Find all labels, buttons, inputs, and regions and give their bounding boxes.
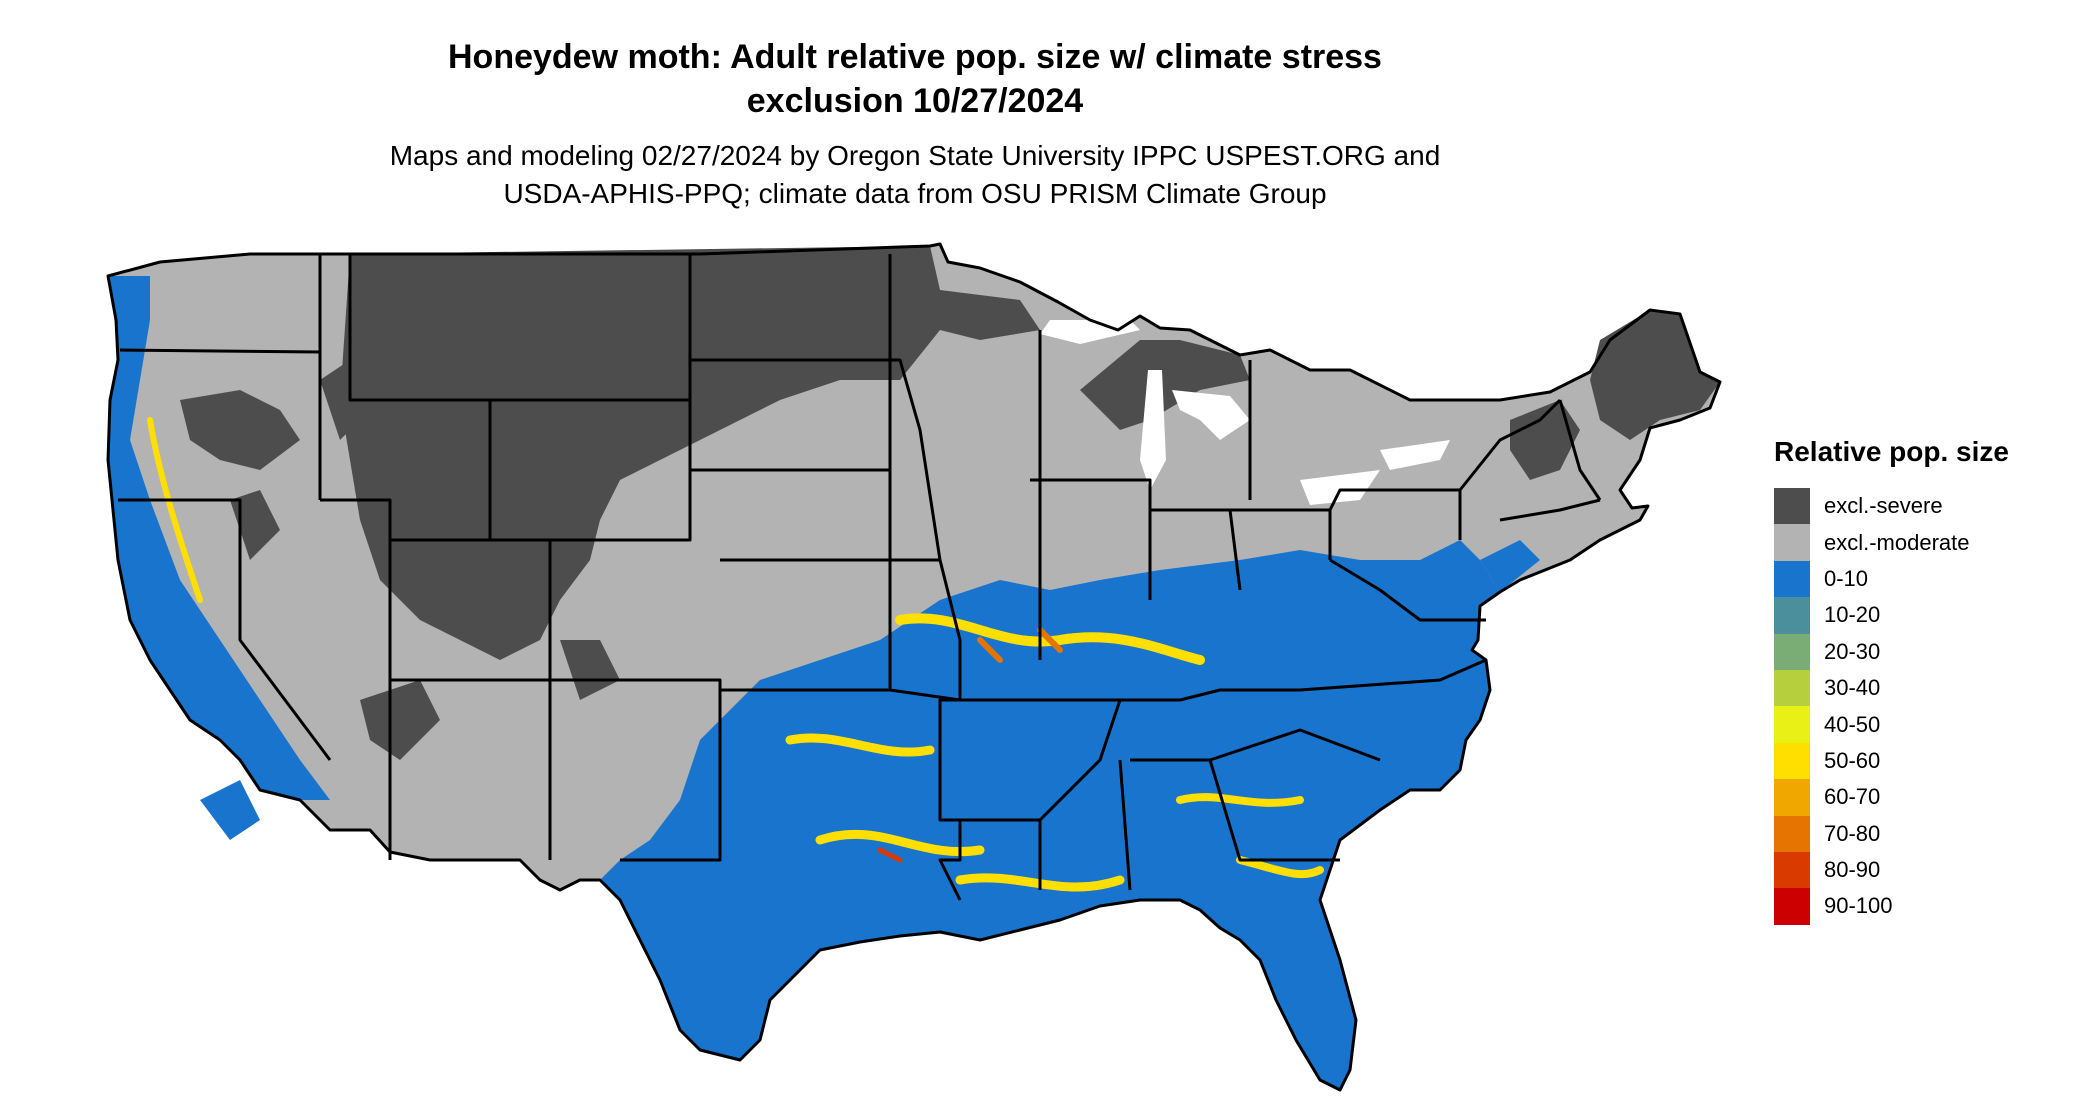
legend-swatch [1774, 560, 1810, 598]
legend-label: 30-40 [1824, 675, 1881, 701]
legend-label: 70-80 [1824, 820, 1881, 846]
great-lakes [1040, 320, 1450, 505]
suitable-habitat-0-10 [108, 276, 1540, 1090]
legend-item: 60-70 [1774, 779, 2009, 816]
legend-swatch [1774, 779, 1810, 816]
legend-items: excl.-severe excl.-moderate 0-10 10-20 20-30… [1774, 488, 2009, 925]
legend-swatch [1774, 488, 1810, 525]
map-subtitle-line-1: Maps and modeling 02/27/2024 by Oregon S… [389, 140, 1441, 171]
legend-item: 30-40 [1774, 669, 2009, 707]
severe-exclusion-areas [180, 246, 1720, 760]
legend-item: excl.-severe [1774, 488, 2009, 525]
legend-item: 0-10 [1774, 560, 2009, 598]
legend-swatch [1774, 706, 1810, 743]
legend-item: 20-30 [1774, 633, 2009, 670]
us-population-map [106, 242, 1722, 1092]
high-suitability-bands [147, 417, 1324, 892]
legend-item: 50-60 [1774, 742, 2009, 780]
map-subtitle-line-2: USDA-APHIS-PPQ; climate data from OSU PR… [503, 178, 1327, 209]
legend-item: 80-90 [1774, 851, 2009, 889]
legend-swatch [1774, 633, 1810, 670]
legend-item: 70-80 [1774, 815, 2009, 852]
legend-swatch [1774, 851, 1810, 889]
legend-label: 80-90 [1824, 857, 1881, 883]
map-title-line-2: exclusion 10/27/2024 [746, 82, 1084, 120]
legend-label: 0-10 [1824, 565, 1869, 591]
legend-label: 60-70 [1824, 784, 1881, 810]
legend-label: 20-30 [1824, 638, 1881, 664]
legend-swatch [1774, 815, 1810, 852]
map-legend: Relative pop. size excl.-severe excl.-mod… [1774, 436, 2009, 925]
state-borders [106, 242, 1722, 1092]
legend-swatch [1774, 597, 1810, 634]
legend-item: 10-20 [1774, 597, 2009, 634]
legend-label: excl.-severe [1824, 493, 1943, 519]
legend-swatch [1774, 669, 1810, 707]
legend-item: 90-100 [1774, 888, 2009, 925]
legend-label: excl.-moderate [1824, 529, 1970, 555]
legend-label: 90-100 [1824, 893, 1893, 919]
map-title-line-1: Honeydew moth: Adult relative pop. size … [448, 38, 1382, 76]
legend-item: 40-50 [1774, 706, 2009, 743]
legend-swatch [1774, 524, 1810, 561]
legend-title: Relative pop. size [1774, 436, 2009, 467]
legend-label: 40-50 [1824, 711, 1881, 737]
legend-swatch [1774, 742, 1810, 780]
legend-label: 10-20 [1824, 602, 1881, 628]
legend-swatch [1774, 888, 1810, 925]
legend-label: 50-60 [1824, 747, 1881, 773]
legend-item: excl.-moderate [1774, 524, 2009, 561]
